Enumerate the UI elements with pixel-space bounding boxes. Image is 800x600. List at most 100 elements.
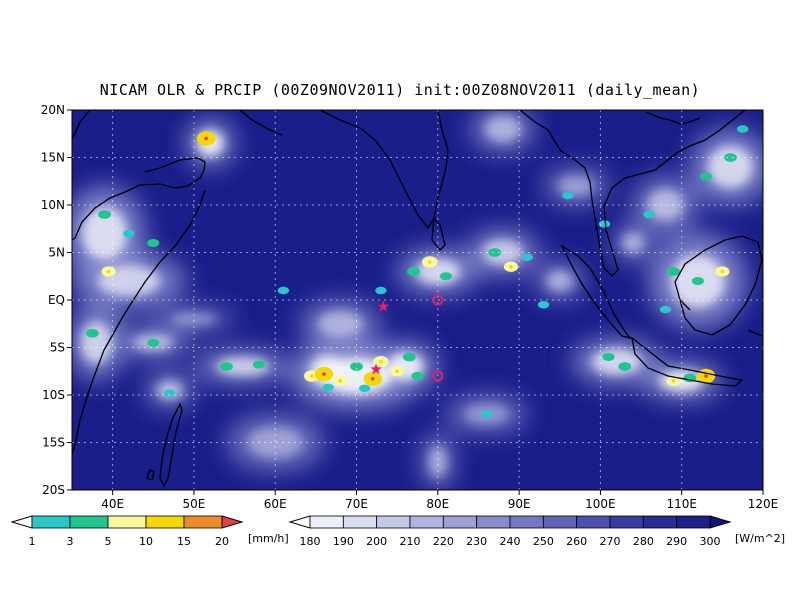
- colorbar-swatch: [183, 515, 223, 529]
- precip-cell: [123, 229, 135, 238]
- colorbar-level-label: 190: [333, 535, 354, 548]
- star-marker: [370, 363, 382, 375]
- y-tick-label: 5N: [48, 246, 65, 260]
- x-tick-label: 40E: [101, 497, 124, 511]
- precip-cell: [411, 371, 424, 381]
- colorbar-swatch: [476, 515, 511, 529]
- marker-layer: [370, 294, 444, 382]
- colorbar-swatch: [31, 515, 71, 529]
- x-tick-label: 60E: [264, 497, 287, 511]
- x-tick-label: 80E: [426, 497, 449, 511]
- x-tick-label: 110E: [666, 497, 697, 511]
- y-tick-label: 10N: [41, 198, 65, 212]
- precip-cell: [700, 172, 713, 181]
- precip-core: [704, 374, 708, 378]
- colorbar-swatch: [542, 515, 578, 529]
- colorbar-level-label: 15: [177, 535, 191, 548]
- cloud-core: [558, 175, 594, 197]
- colorbar-swatch: [642, 515, 678, 529]
- grid-lines: [72, 110, 763, 490]
- precip-core: [671, 378, 676, 383]
- plot-area: [72, 110, 763, 490]
- colorbar-level-label: 240: [500, 535, 521, 548]
- circle-marker: [432, 294, 444, 306]
- cloud-core: [82, 207, 127, 260]
- precip-core: [338, 378, 343, 383]
- precip-core: [204, 136, 208, 141]
- precip-cell: [402, 352, 416, 362]
- colorbar-swatch: [376, 515, 411, 529]
- precip-cell: [277, 286, 290, 295]
- precip-cell: [147, 338, 160, 347]
- olr-colorbar: 180 190 200 210 220 230 240 250 260 270 280 290 300: [288, 515, 732, 548]
- colorbar-max-arrow: [709, 515, 732, 529]
- x-tick-label: 90E: [508, 497, 531, 511]
- cloud-core: [248, 426, 303, 459]
- precip-core: [379, 359, 383, 364]
- y-tick-label: 20N: [41, 103, 65, 117]
- precip-core: [509, 264, 513, 269]
- precip-cell: [736, 125, 749, 133]
- colorbar-min-arrow: [10, 515, 33, 529]
- precip-cell: [521, 253, 533, 261]
- precip-cell: [358, 384, 371, 393]
- precip-cell: [163, 389, 176, 397]
- precip-cell: [724, 153, 737, 162]
- colorbar-swatch: [409, 515, 444, 529]
- precip-cell: [375, 286, 387, 295]
- coastlines: [72, 110, 763, 488]
- precip-core: [310, 374, 314, 378]
- precip-cell: [618, 362, 632, 371]
- x-tick-label: 70E: [345, 497, 368, 511]
- colorbar-level-label: 250: [533, 535, 554, 548]
- precip-cell: [98, 210, 111, 219]
- y-tick-label: EQ: [48, 293, 65, 307]
- colorbar-swatch: [609, 515, 644, 529]
- colorbar-level-label: 300: [700, 535, 721, 548]
- colorbar-swatch: [676, 515, 711, 529]
- precip-cell: [220, 362, 233, 371]
- star-marker: [377, 300, 390, 312]
- precip-core: [370, 377, 375, 381]
- precip-core: [322, 372, 326, 376]
- colorbar-min-arrow: [288, 515, 311, 529]
- cloud-core: [482, 239, 523, 266]
- colorbar-swatch: [576, 515, 611, 529]
- precip-cell: [659, 305, 672, 314]
- colorbar-level-label: 230: [466, 535, 487, 548]
- chart-title: NICAM OLR & PRCIP (00Z09NOV2011) init:00…: [100, 81, 700, 99]
- precip-cell: [562, 191, 574, 200]
- cloud-core: [621, 232, 645, 254]
- circle-marker: [432, 370, 444, 382]
- precip-cell: [407, 267, 420, 276]
- cloud-core: [484, 115, 521, 143]
- cloud-core: [428, 445, 447, 478]
- cloud-core: [546, 270, 574, 292]
- colorbar-swatch: [309, 515, 344, 529]
- colorbar-level-label: 270: [600, 535, 621, 548]
- colorbar-swatch: [342, 515, 378, 529]
- precip-cell: [252, 360, 266, 369]
- precip-cell: [537, 301, 550, 309]
- precip-layer: [85, 125, 749, 418]
- precip-cell: [667, 267, 680, 276]
- precip-cell: [85, 328, 99, 338]
- cloud-core: [647, 189, 684, 221]
- y-tick-label: 15S: [42, 436, 65, 450]
- precip-unit-label: [mm/h]: [248, 532, 289, 545]
- y-tick-label: 15N: [41, 151, 65, 165]
- colorbar-level-label: 200: [366, 535, 387, 548]
- precip-core: [427, 260, 432, 264]
- colorbar-level-label: 3: [67, 535, 74, 548]
- x-tick-label: 120E: [748, 497, 779, 511]
- colorbar-level-label: 20: [215, 535, 229, 548]
- x-tick-label: 100E: [585, 497, 616, 511]
- precip-cell: [350, 362, 363, 371]
- precip-cell: [602, 352, 615, 362]
- cloud-core: [317, 310, 363, 337]
- colorbar-swatch: [145, 515, 185, 529]
- precip-colorbar: 1 3 5 10 15 20: [10, 515, 244, 548]
- precip-core: [395, 369, 399, 374]
- colorbar-swatch: [69, 515, 109, 529]
- precip-core: [106, 269, 111, 274]
